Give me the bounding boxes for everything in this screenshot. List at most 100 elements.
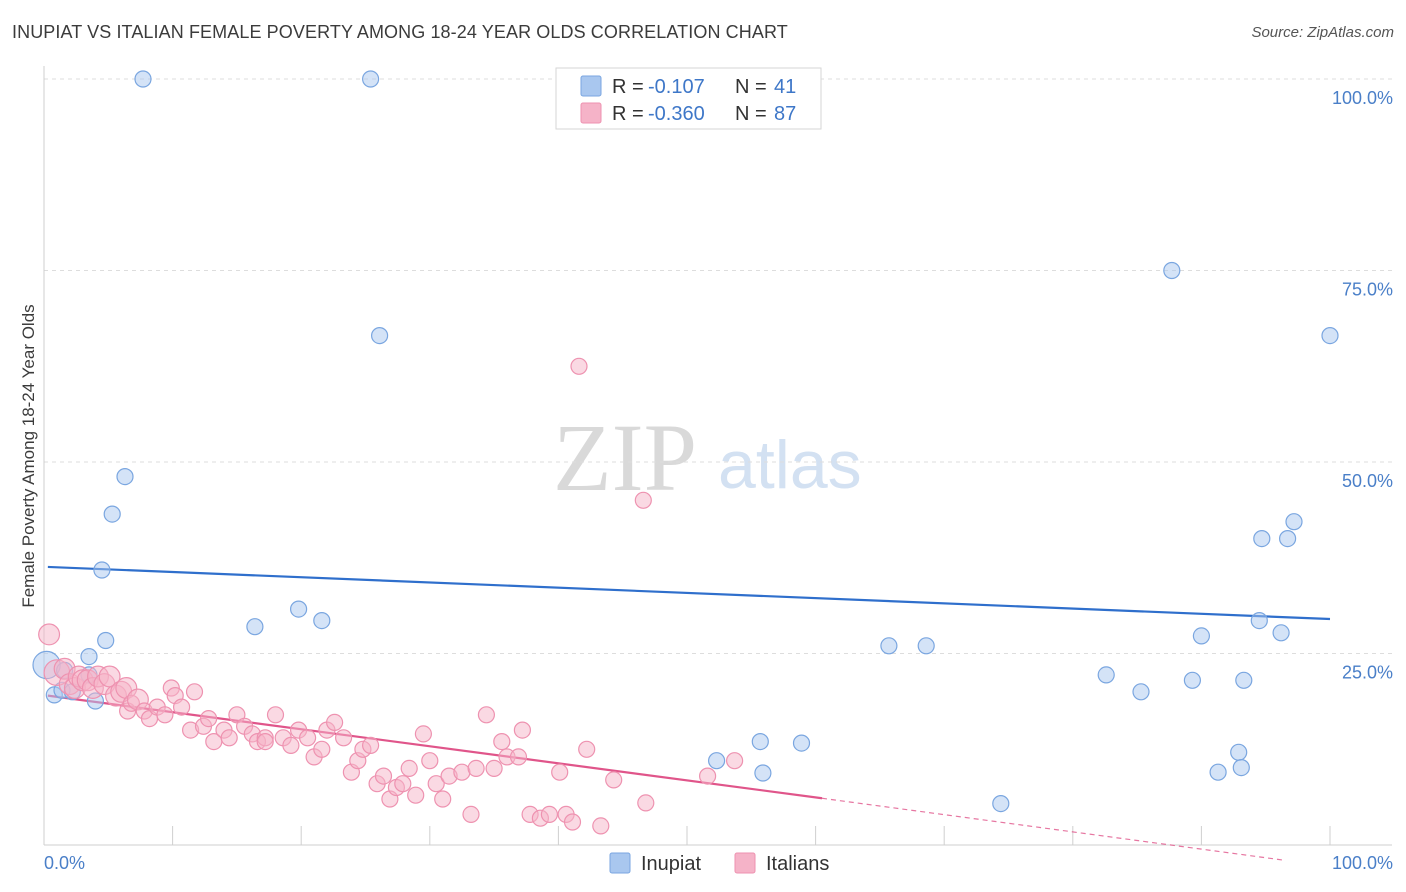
y-tick-label: 75.0% xyxy=(1342,280,1393,300)
inupiat-point xyxy=(754,764,772,782)
legend-r-value: -0.360 xyxy=(648,103,705,125)
inupiat-point xyxy=(792,734,811,752)
legend-n-label: N = xyxy=(735,103,767,125)
italians-point xyxy=(156,706,174,724)
inupiat-trend-line xyxy=(47,565,1331,621)
inupiat-point xyxy=(880,637,898,655)
italians-point xyxy=(256,732,274,751)
italians-point xyxy=(394,775,412,793)
inupiat-point xyxy=(1278,529,1297,548)
legend-item-italians: Italians xyxy=(766,853,829,875)
legend-item-inupiat: Inupiat xyxy=(641,853,701,875)
inupiat-point xyxy=(992,794,1010,813)
data-points xyxy=(32,70,1339,835)
italians-point xyxy=(453,763,471,781)
inupiat-point xyxy=(1285,513,1303,531)
inupiat-point xyxy=(313,611,331,630)
inupiat-point xyxy=(1235,671,1253,689)
inupiat-point xyxy=(134,70,152,88)
inupiat-point xyxy=(1183,671,1202,689)
italians-point xyxy=(335,729,353,747)
italians-point xyxy=(493,732,511,751)
inupiat-point xyxy=(1163,261,1181,280)
inupiat-point xyxy=(80,647,98,666)
legend-n-value: 87 xyxy=(774,103,796,125)
watermark-zip: ZIP xyxy=(553,404,697,511)
inupiat-point xyxy=(362,70,380,88)
italians-point xyxy=(698,767,717,785)
legend-swatch-inupiat xyxy=(580,75,602,97)
italians-point xyxy=(434,790,452,808)
correlation-legend: R = -0.107 N = 41 R = -0.360 N = 87 xyxy=(555,67,822,130)
italians-point xyxy=(462,805,480,824)
italians-point xyxy=(313,740,331,758)
y-axis-label: Female Poverty Among 18-24 Year Olds xyxy=(19,304,38,607)
axes xyxy=(43,66,1392,846)
inupiat-point xyxy=(1192,627,1211,645)
inupiat-point xyxy=(371,327,389,345)
tick-labels: 100.0% 75.0% 50.0% 25.0% 0.0% 100.0% xyxy=(44,88,1393,873)
inupiat-point xyxy=(1232,758,1250,777)
italians-point xyxy=(220,729,238,747)
italians-point xyxy=(414,725,432,743)
italians-point xyxy=(326,713,344,732)
inupiat-point xyxy=(1230,743,1248,761)
legend-r-label: R = xyxy=(612,103,644,125)
inupiat-point xyxy=(1272,624,1290,642)
italians-point xyxy=(605,771,623,789)
legend-n-label: N = xyxy=(735,76,767,98)
italians-point xyxy=(725,752,744,770)
italians-point xyxy=(407,786,425,804)
inupiat-point xyxy=(751,732,769,751)
watermark-atlas: atlas xyxy=(718,427,862,503)
italians-point xyxy=(592,817,610,835)
y-tick-label: 100.0% xyxy=(1332,88,1393,108)
legend-swatch-italians xyxy=(580,102,602,124)
italians-point xyxy=(634,491,652,509)
inupiat-point xyxy=(93,561,111,579)
italians-point xyxy=(578,740,596,758)
grid-lines xyxy=(44,78,1392,654)
italians-point xyxy=(38,623,61,646)
italians-point xyxy=(173,698,191,716)
y-tick-label: 50.0% xyxy=(1342,471,1393,491)
italians-point xyxy=(467,759,485,778)
italians-point xyxy=(637,794,655,812)
inupiat-point xyxy=(707,752,726,770)
italians-point xyxy=(570,357,588,375)
legend-swatch-italians xyxy=(734,852,756,874)
inupiat-point xyxy=(116,468,134,486)
italians-trend-extension xyxy=(821,797,1286,861)
inupiat-point xyxy=(1253,529,1271,548)
italians-point xyxy=(362,736,380,755)
source-label: Source: ZipAtlas.com xyxy=(1251,24,1394,41)
italians-point xyxy=(509,748,528,766)
italians-point xyxy=(185,683,204,701)
y-tick-label: 25.0% xyxy=(1342,663,1393,683)
inupiat-point xyxy=(917,637,935,655)
chart-title: INUPIAT VS ITALIAN FEMALE POVERTY AMONG … xyxy=(12,22,788,42)
x-tick-label-left: 0.0% xyxy=(44,853,85,873)
inupiat-point xyxy=(1321,327,1339,345)
italians-point xyxy=(477,706,495,724)
italians-point xyxy=(551,763,569,781)
italians-point xyxy=(421,752,439,770)
inupiat-point xyxy=(1132,683,1150,701)
legend-swatch-inupiat xyxy=(609,852,631,874)
italians-point xyxy=(282,736,300,755)
italians-point xyxy=(563,813,582,831)
inupiat-point xyxy=(97,631,115,650)
italians-point xyxy=(200,709,218,728)
inupiat-point xyxy=(1250,611,1268,630)
italians-point xyxy=(266,706,285,724)
italians-point xyxy=(374,767,393,785)
inupiat-point xyxy=(103,505,121,523)
inupiat-point xyxy=(290,600,308,618)
italians-point xyxy=(400,759,418,778)
inupiat-point xyxy=(1209,763,1227,781)
italians-point xyxy=(513,721,532,739)
italians-point xyxy=(299,729,317,747)
italians-point xyxy=(485,759,503,778)
italians-point xyxy=(540,805,559,824)
